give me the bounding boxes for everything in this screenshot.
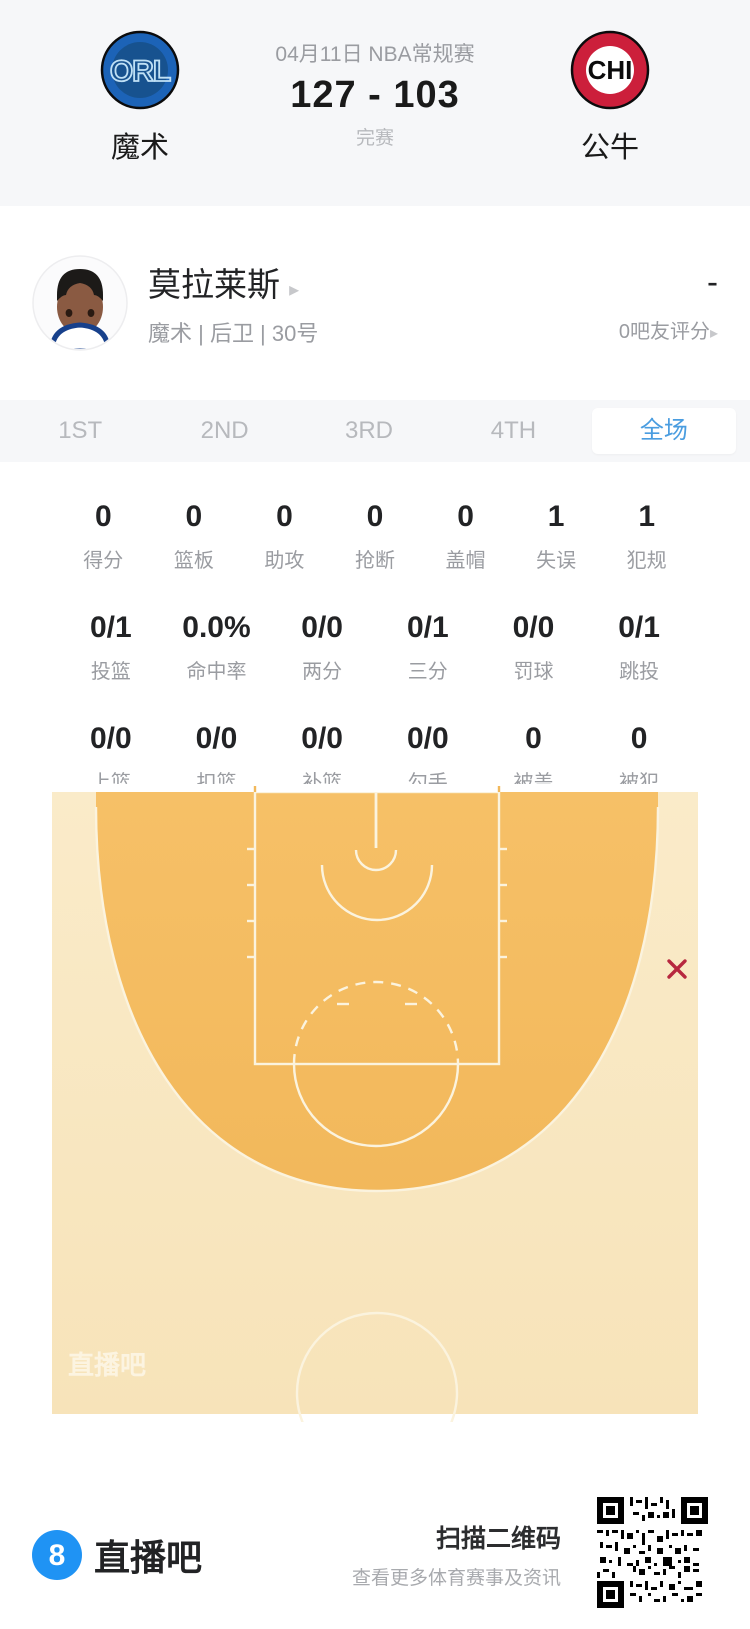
svg-text:直播吧: 直播吧 <box>68 1350 146 1380</box>
svg-text:CHI: CHI <box>588 55 633 85</box>
svg-text:8: 8 <box>49 1539 66 1572</box>
svg-text:ORL: ORL <box>110 55 171 88</box>
